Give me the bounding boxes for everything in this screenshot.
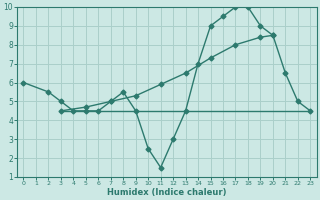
X-axis label: Humidex (Indice chaleur): Humidex (Indice chaleur) <box>107 188 227 197</box>
